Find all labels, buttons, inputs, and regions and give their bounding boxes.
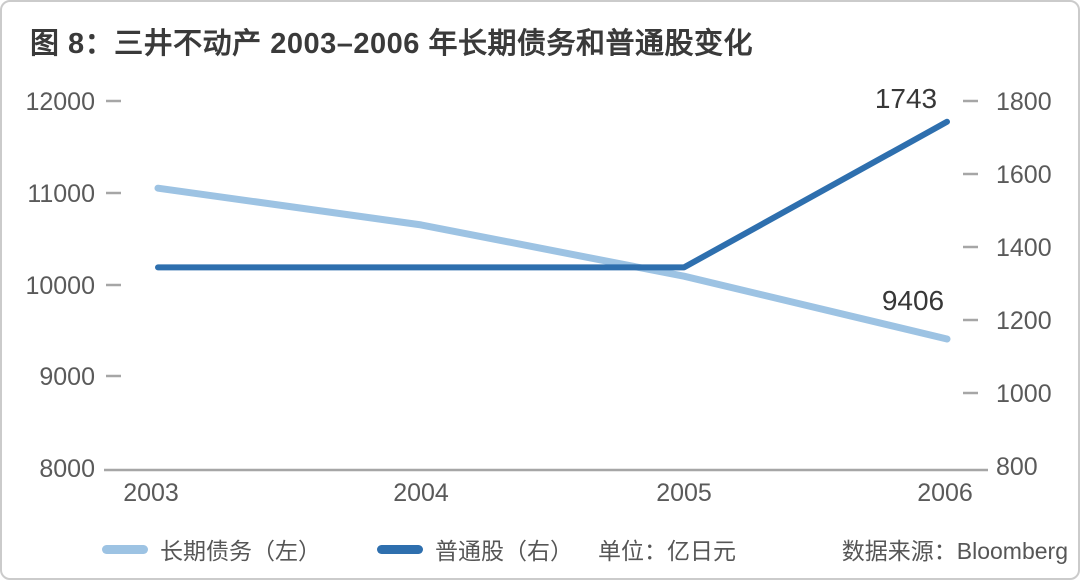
- axis-tick-label: 1400: [996, 234, 1052, 262]
- axis-tick-label: 1000: [996, 380, 1052, 408]
- y-axis-left: 12000 11000 10000 9000 8000: [25, 88, 121, 483]
- axis-tick-label: 800: [996, 453, 1038, 481]
- x-axis: 2003 2004 2005 2006: [104, 468, 988, 507]
- legend-item-debt: 长期债务（左）: [102, 536, 321, 564]
- legend-swatch-stock: [377, 544, 423, 554]
- axis-tick-label: 2004: [393, 479, 449, 507]
- axis-tick-label: 9000: [39, 363, 95, 391]
- y-axis-right: 1800 1600 1400 1200 1000 800: [963, 88, 1052, 481]
- unit-label: 单位：亿日元: [598, 538, 736, 564]
- axis-tick-label: 2003: [123, 479, 179, 507]
- debt-line: [154, 184, 951, 343]
- data-label-stock-2006: 1743: [875, 83, 937, 114]
- data-label-debt-2006: 9406: [882, 285, 944, 316]
- axis-tick-label: 12000: [25, 88, 95, 116]
- legend-swatch-debt: [102, 544, 148, 554]
- axis-tick-label: 1600: [996, 161, 1052, 189]
- axis-tick-label: 1800: [996, 88, 1052, 116]
- stock-line: [155, 118, 950, 271]
- axis-tick-label: 10000: [25, 272, 95, 300]
- axis-tick-label: 2006: [917, 479, 973, 507]
- legend-item-stock: 普通股（右）: [377, 536, 573, 564]
- axis-tick-label: 1200: [996, 307, 1052, 335]
- figure-title: 图 8：三井不动产 2003–2006 年长期债务和普通股变化: [30, 28, 753, 60]
- axis-tick-label: 11000: [27, 180, 95, 208]
- axis-tick-label: 8000: [39, 455, 95, 483]
- legend-label-stock: 普通股（右）: [435, 538, 573, 564]
- axis-tick-label: 2005: [656, 479, 712, 507]
- legend-label-debt: 长期债务（左）: [160, 538, 321, 564]
- source-label: 数据来源：Bloomberg: [841, 538, 1068, 564]
